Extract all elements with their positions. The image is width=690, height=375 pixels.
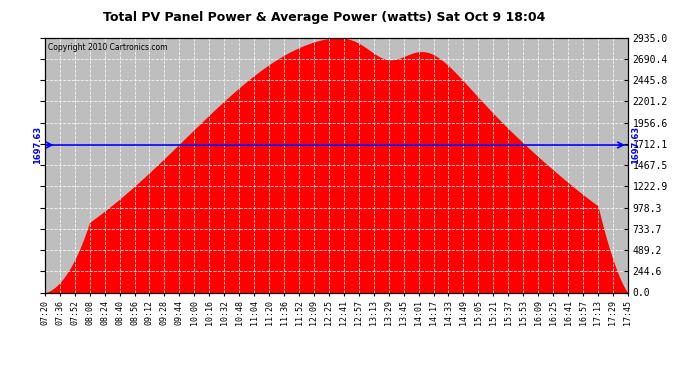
Text: Copyright 2010 Cartronics.com: Copyright 2010 Cartronics.com bbox=[48, 43, 167, 52]
Text: 1697.63: 1697.63 bbox=[33, 126, 42, 164]
Text: 1697.63: 1697.63 bbox=[631, 126, 640, 164]
Text: Total PV Panel Power & Average Power (watts) Sat Oct 9 18:04: Total PV Panel Power & Average Power (wa… bbox=[103, 11, 546, 24]
